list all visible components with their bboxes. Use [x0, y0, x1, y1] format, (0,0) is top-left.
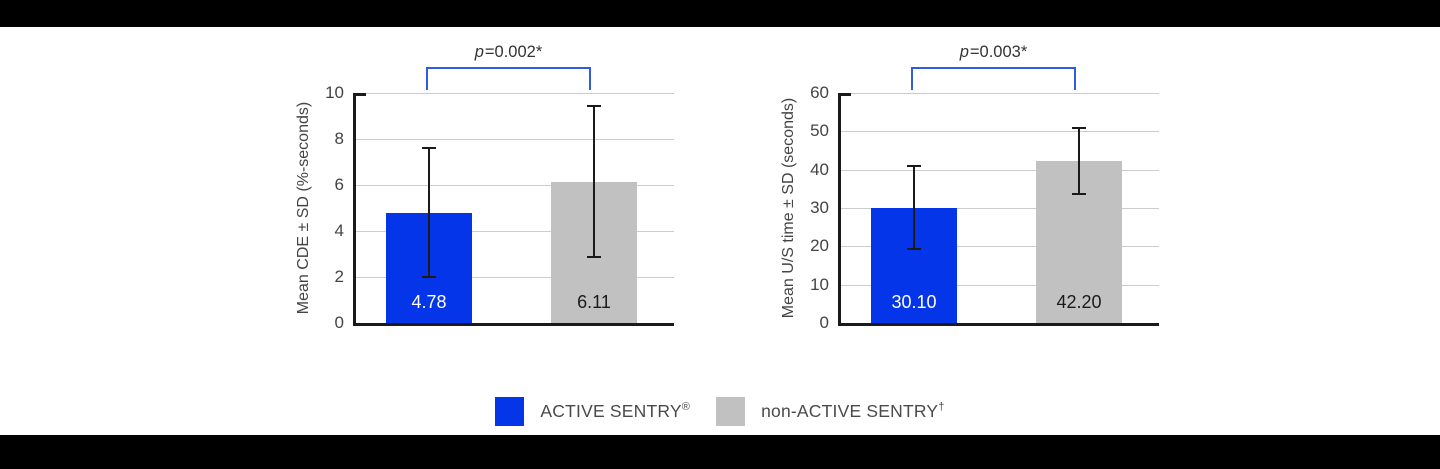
gridline-y8	[356, 138, 674, 140]
y-axis-title-right: Mean U/S time ± SD (seconds)	[780, 97, 797, 319]
bottom-black-bar	[0, 435, 1440, 469]
legend-item-active-sentry: ACTIVE SENTRY®	[495, 397, 690, 426]
y-tick-label-4: 4	[334, 221, 344, 240]
y-tick-label-30: 30	[810, 198, 829, 217]
error-bar-line	[913, 165, 915, 251]
y-tick-label-0: 0	[819, 313, 829, 332]
top-black-bar	[0, 0, 1440, 27]
gridline-y4	[356, 230, 674, 232]
chart-legend: ACTIVE SENTRY® non-ACTIVE SENTRY†	[0, 397, 1440, 426]
bar-value-label: 6.11	[577, 292, 611, 312]
plot-area-left: 4.78 6.11	[353, 92, 674, 326]
gridline-y40	[841, 169, 1159, 171]
bar-value-label: 30.10	[891, 292, 937, 312]
significance-bracket	[911, 67, 1076, 90]
y-axis-top-tick	[356, 93, 366, 96]
p-value-label: p=0.003*	[959, 43, 1028, 61]
gridline-y50	[841, 130, 1159, 132]
error-bar-cap-bottom	[422, 276, 436, 279]
error-bar-cap-top	[1072, 127, 1086, 130]
y-axis-title-left: Mean CDE ± SD (%-seconds)	[295, 101, 312, 315]
error-bar-cap-bottom	[587, 255, 601, 258]
y-tick-label-10: 10	[325, 83, 344, 102]
p-italic: p	[959, 43, 969, 61]
error-bar-cap-bottom	[907, 248, 921, 251]
legend-label-superscript: ®	[681, 401, 691, 414]
p-value-label: p=0.002*	[474, 43, 543, 61]
gridline-y60	[841, 92, 1159, 94]
y-tick-label-10: 10	[810, 274, 829, 294]
plot-area-right: 30.10 42.20	[838, 92, 1159, 326]
error-bar-line	[1078, 127, 1080, 196]
bar-value-label: 4.78	[411, 292, 447, 312]
gridline-y20	[841, 245, 1159, 247]
y-tick-label-50: 50	[810, 121, 829, 141]
gridline-y2	[356, 276, 674, 278]
error-bar-cap-top	[907, 165, 921, 168]
y-tick-label-20: 20	[810, 236, 829, 256]
error-bar-cap-top	[422, 147, 436, 150]
error-bar-line	[428, 147, 430, 279]
y-tick-label-2: 2	[334, 267, 344, 286]
legend-swatch-gray	[716, 397, 746, 426]
p-italic: p	[474, 43, 484, 61]
gridline-y10	[841, 284, 1159, 286]
error-bar-cap-top	[587, 104, 601, 107]
gridline-y30	[841, 207, 1159, 209]
legend-label: non-ACTIVE SENTRY†	[761, 401, 945, 421]
legend-swatch-blue	[495, 397, 525, 426]
y-tick-label-60: 60	[810, 83, 829, 102]
gridline-y6	[356, 184, 674, 186]
gridline-y10	[356, 92, 674, 94]
y-tick-label-0: 0	[334, 313, 344, 332]
bar-value-label: 42.20	[1056, 292, 1102, 312]
y-tick-label-6: 6	[334, 175, 344, 194]
significance-bracket	[426, 67, 591, 90]
legend-label: ACTIVE SENTRY®	[540, 401, 691, 421]
y-tick-label-40: 40	[810, 159, 829, 179]
y-tick-label-8: 8	[334, 129, 344, 148]
legend-label-superscript: †	[938, 401, 945, 414]
y-axis-top-tick	[841, 93, 851, 96]
error-bar-cap-bottom	[1072, 193, 1086, 196]
legend-item-non-active-sentry: non-ACTIVE SENTRY†	[716, 397, 945, 426]
error-bar-line	[593, 104, 595, 258]
